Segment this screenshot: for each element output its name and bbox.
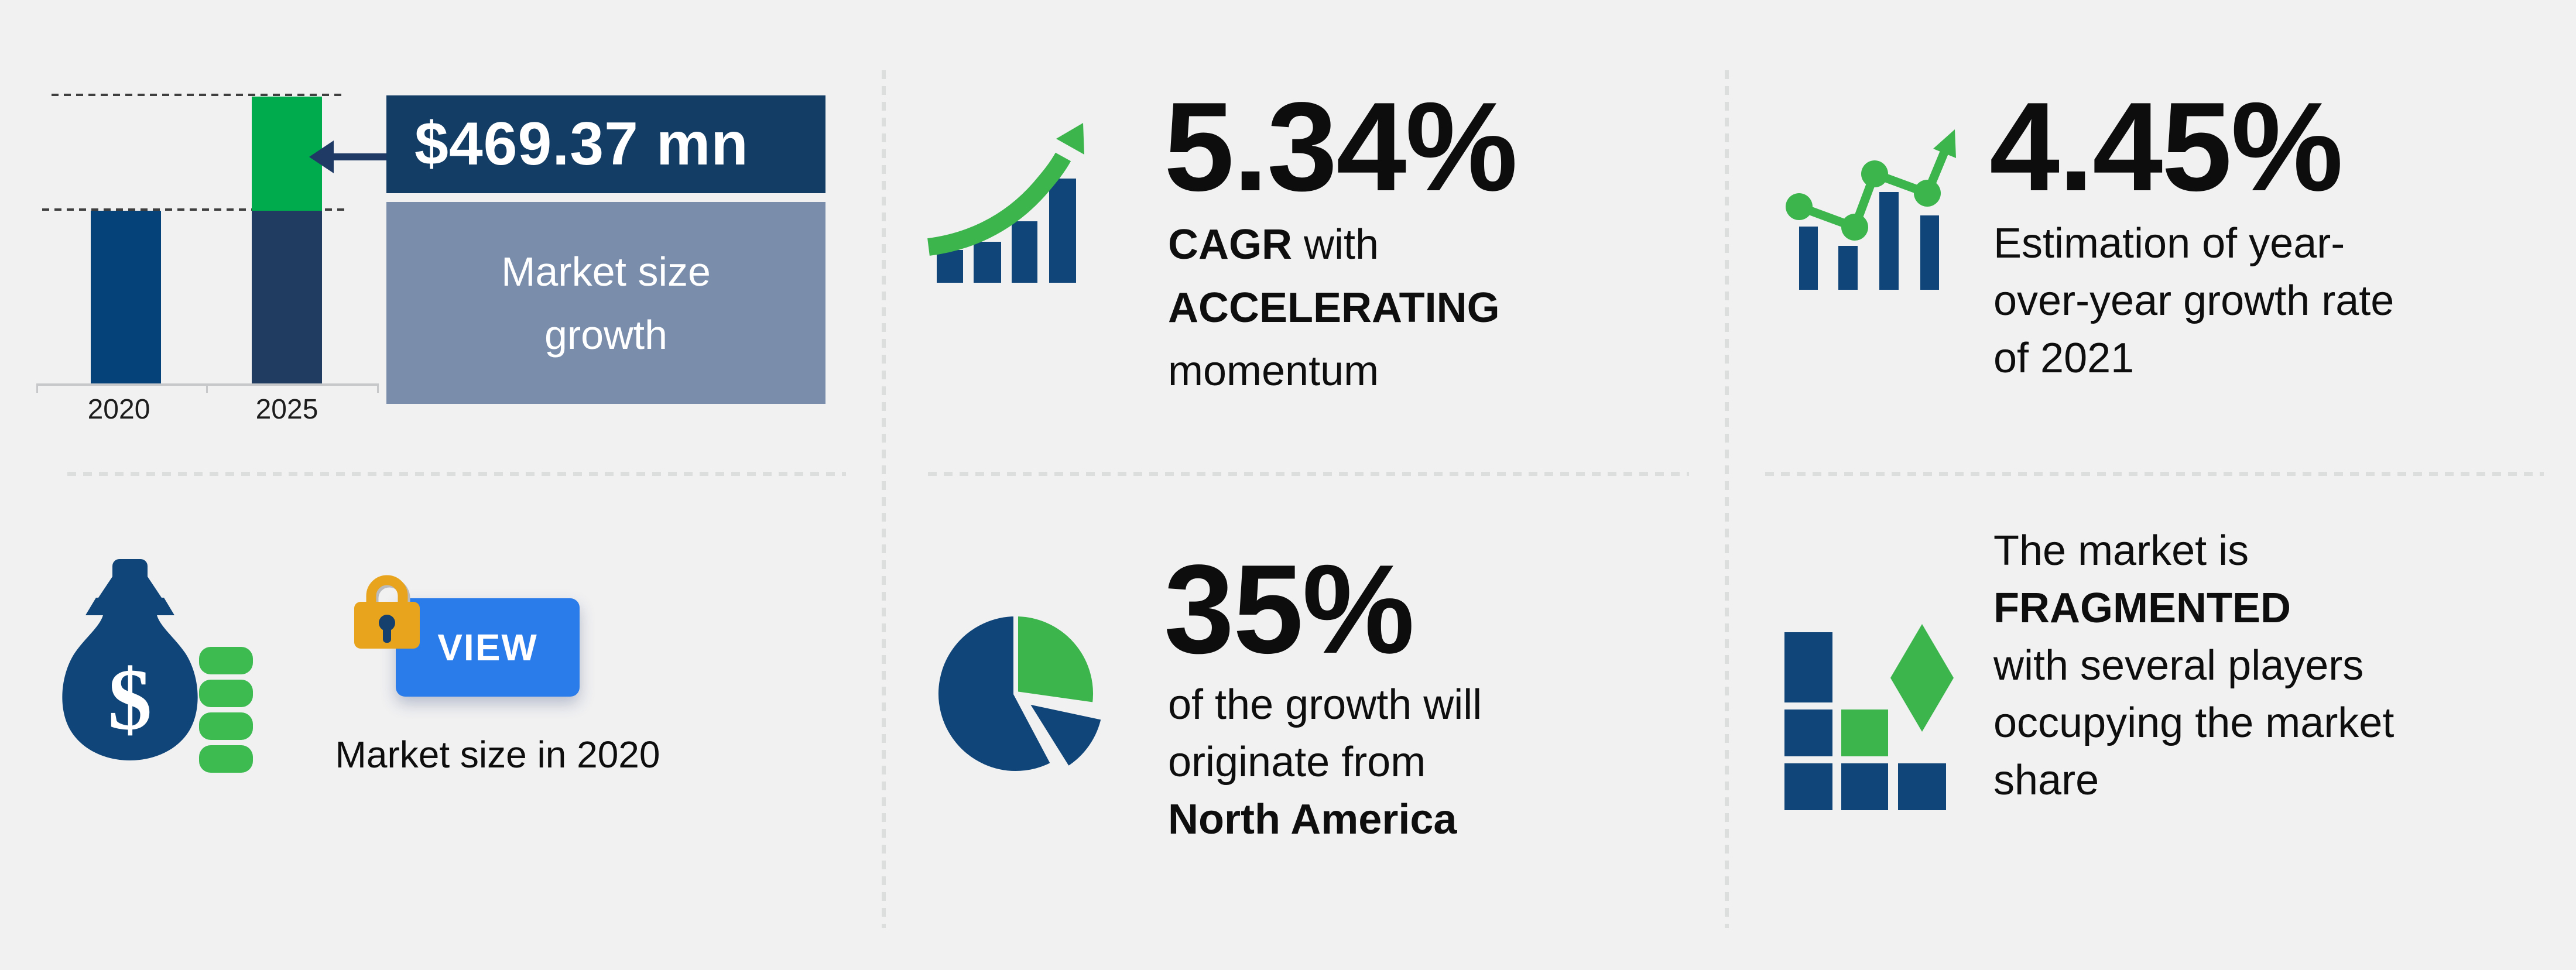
fragmented-line4: occupying the market	[1993, 700, 2395, 746]
north-america-line2: originate from	[1168, 739, 1426, 786]
x-axis-tick-right	[377, 383, 379, 393]
cagr-line3: momentum	[1168, 348, 1379, 395]
x-tick-label-2025: 2025	[255, 394, 318, 425]
yoy-line2: over-year growth rate	[1993, 277, 2395, 324]
x-axis-tick-mid	[206, 383, 208, 393]
bar-line-chart-icon	[1786, 129, 1956, 290]
money-bag-icon: $	[62, 559, 253, 773]
pie-chart-icon	[933, 611, 1107, 776]
market-size-value: $469.37 mn	[415, 110, 749, 178]
fragmented-line3: with several players	[1993, 642, 2364, 689]
diamond-icon	[1890, 624, 1954, 732]
north-america-stat: 35%	[1164, 538, 1414, 680]
yoy-line1: Estimation of year-	[1993, 220, 2345, 267]
cagr-line1: CAGR with	[1168, 224, 1379, 266]
callout-arrow-shaft	[333, 153, 388, 160]
market-size-callout-box: $469.37 mn	[386, 95, 825, 193]
dollar-sign-icon: $	[108, 651, 152, 748]
fragmented-line1: The market is	[1993, 527, 2249, 574]
guide-dashed-line-top	[52, 94, 344, 96]
fragmented-line2: FRAGMENTED	[1993, 585, 2291, 632]
guide-dashed-line-base	[42, 208, 344, 211]
horizontal-divider-right	[1765, 472, 2544, 476]
market-size-growth-label-line1: Market size	[501, 248, 711, 294]
fragmented-squares-icon	[1784, 624, 1954, 810]
cagr-line2: ACCELERATING	[1168, 285, 1500, 331]
x-tick-label-2020: 2020	[87, 394, 150, 425]
coin-icon	[199, 745, 253, 773]
lock-icon	[354, 575, 420, 649]
market-size-growth-box: Market size growth	[386, 202, 825, 404]
north-america-line3: North America	[1168, 796, 1457, 843]
vertical-divider-2	[1725, 70, 1729, 928]
view-button-label: VIEW	[437, 626, 538, 669]
bar-2020	[91, 211, 161, 384]
horizontal-divider-middle	[928, 472, 1689, 476]
growth-arrow-bars-icon	[927, 123, 1084, 283]
x-axis-tick-left	[36, 383, 38, 393]
horizontal-divider-left	[67, 472, 846, 476]
market-size-caption: Market size in 2020	[335, 734, 660, 776]
cagr-line1-bold: CAGR	[1168, 221, 1292, 268]
callout-arrow-head-icon	[309, 140, 334, 173]
north-america-line1: of the growth will	[1168, 681, 1482, 728]
market-size-growth-label-line2: growth	[544, 311, 668, 358]
coin-icon	[199, 680, 253, 707]
yoy-line3: of 2021	[1993, 335, 2135, 382]
bar-2025-base-segment	[252, 211, 322, 384]
coin-icon	[199, 647, 253, 674]
fragmented-line5: share	[1993, 757, 2099, 804]
yoy-stat: 4.45%	[1989, 76, 2343, 217]
view-button[interactable]: VIEW	[396, 598, 580, 697]
vertical-divider-1	[882, 70, 886, 928]
cagr-line1-rest: with	[1292, 221, 1379, 268]
cagr-stat: 5.34%	[1164, 76, 1517, 217]
coin-icon	[199, 712, 253, 740]
